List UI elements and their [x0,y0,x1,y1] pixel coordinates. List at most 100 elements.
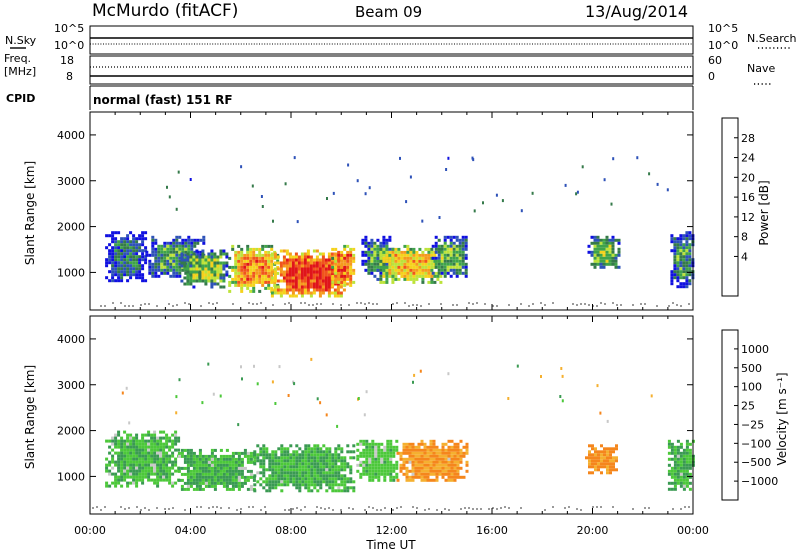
velocity-cell [129,445,133,449]
power-cell [437,262,441,266]
power-cell [184,244,188,248]
power-speckle [482,201,484,205]
power-cell [682,234,686,238]
power-speckle [603,178,606,182]
velocity-cell [334,462,338,466]
power-cell [234,277,238,281]
velocity-cell [159,466,163,470]
velocity-cell [274,483,278,487]
power-cell [394,265,398,269]
power-cell [175,265,179,269]
power-cell [443,259,447,263]
velocity-cell [171,442,175,446]
power-echo-region [587,235,621,269]
velocity-cell [676,472,680,476]
power-cell [169,241,173,245]
velocity-speckle [561,374,564,378]
power-cell [673,246,677,250]
power-cell [199,253,203,257]
velocity-cell [289,462,293,466]
velocity-cell [450,469,454,473]
velocity-cell [249,475,253,479]
power-cell [376,247,380,251]
velocity-cell [423,460,427,464]
velocity-cell [189,481,193,485]
velocity-cell [310,462,314,466]
power-cell [123,252,127,256]
power-cell [204,261,208,265]
power-cell [267,262,271,266]
velocity-cell [325,471,329,475]
power-cell [590,241,594,245]
velocity-cell [673,487,677,491]
power-cell [300,294,304,298]
power-cell [207,261,211,265]
velocity-cell [435,454,439,458]
velocity-cell [371,478,375,482]
velocity-cell [207,463,211,467]
velocity-cell [253,456,257,460]
power-cell [376,244,380,248]
power-cell [336,294,340,298]
velocity-cell [165,454,169,458]
power-cell [596,262,600,266]
velocity-cell [389,442,393,446]
power-cell [306,276,310,280]
power-ground-cell [416,304,418,306]
power-cell [123,270,127,274]
velocity-cell [359,463,363,467]
power-cell [397,250,401,254]
power-ground-cell [308,304,310,306]
velocity-cell [328,480,332,484]
velocity-cell [283,447,287,451]
velocity-cell [322,480,326,484]
velocity-cell [377,454,381,458]
power-cell [611,247,615,251]
velocity-cell [304,453,308,457]
velocity-cell [265,480,269,484]
velocity-cell [231,475,235,479]
velocity-cell [679,457,683,461]
power-cell [300,285,304,289]
velocity-cell [240,484,244,488]
power-cell [370,250,374,254]
power-cell [135,267,139,271]
power-echo-region [331,244,356,287]
power-ground-cell [680,305,682,307]
power-cell [178,244,182,248]
power-cell [255,253,259,257]
velocity-cell [319,468,323,472]
power-cell [346,277,350,281]
velocity-cell [141,481,145,485]
power-cell [231,268,235,272]
velocity-cell [331,456,335,460]
power-cell [464,265,468,269]
power-cell [403,274,407,278]
power-cell [288,264,292,268]
velocity-cell [147,445,151,449]
velocity-cell [432,442,436,446]
velocity-cell [313,474,317,478]
power-cell [406,247,410,251]
power-ground-cell [520,303,522,305]
power-cell [279,294,283,298]
power-cell [210,267,214,271]
power-cell [201,270,205,274]
power-cell [382,238,386,242]
velocity-cell [280,474,284,478]
velocity-cell [180,454,184,458]
power-cell [309,279,313,283]
velocity-cell [374,448,378,452]
velocity-cell [402,445,406,449]
velocity-cell [328,459,332,463]
velocity-cell [289,471,293,475]
power-cell [246,286,250,290]
power-ground-cell [496,305,498,307]
power-cell [452,235,456,239]
power-cell [279,291,283,295]
velocity-cell [456,460,460,464]
power-cell [252,271,256,275]
velocity-cell [438,460,442,464]
velocity-cell [138,439,142,443]
power-cell [430,265,434,269]
